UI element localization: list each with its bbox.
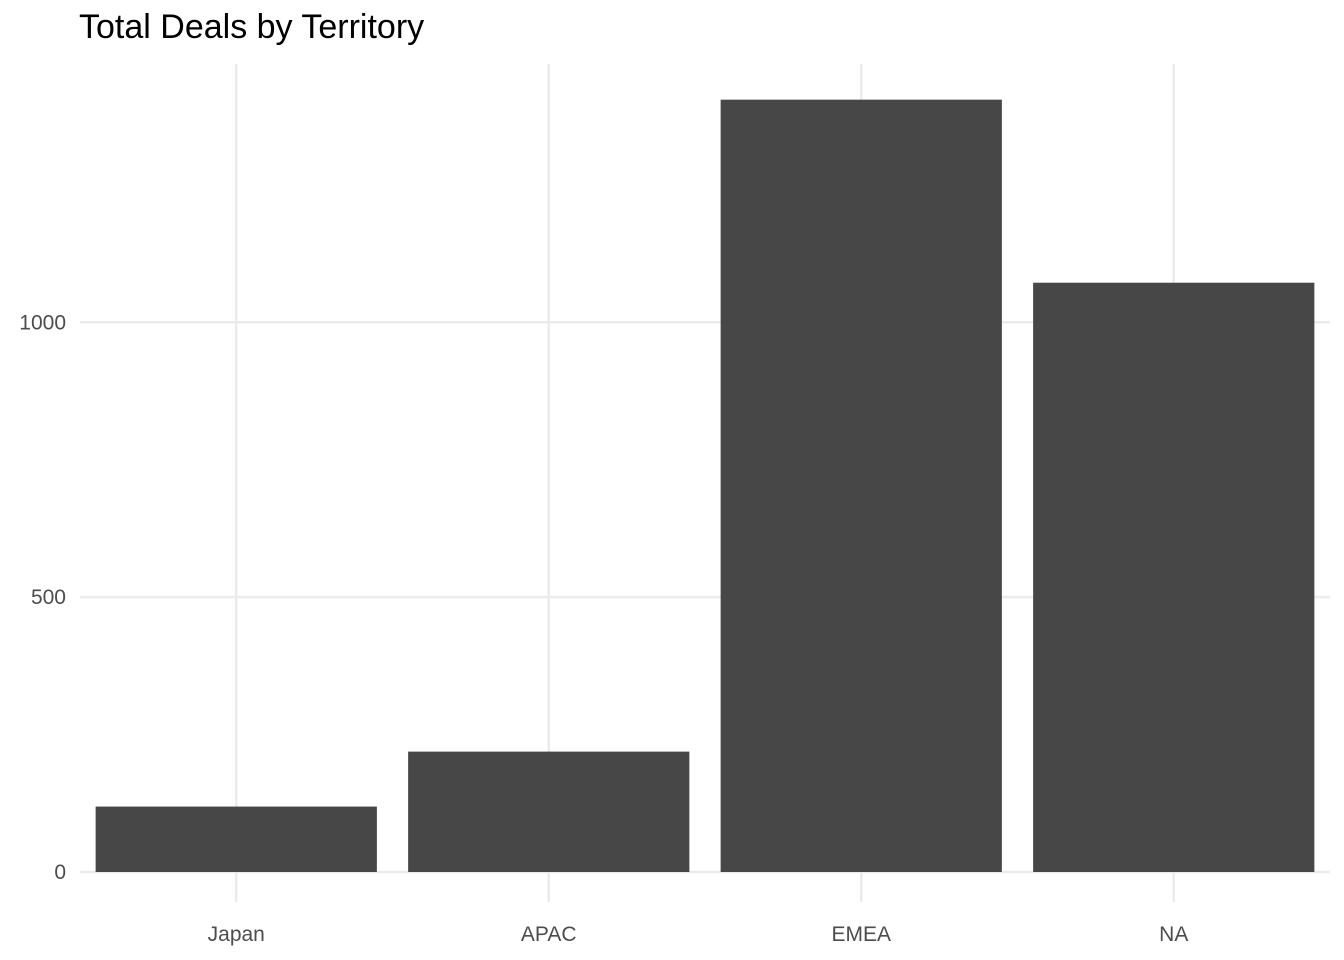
bar-na — [1033, 282, 1315, 873]
y-axis-tick-labels: 0 500 1000 — [19, 311, 66, 884]
x-tick-label: Japan — [208, 923, 265, 946]
y-tick-label: 0 — [54, 861, 66, 884]
x-tick-label: APAC — [521, 923, 577, 946]
y-tick-label: 500 — [31, 586, 66, 609]
bars — [95, 99, 1315, 873]
bar-emea — [720, 99, 1002, 872]
chart-title: Total Deals by Territory — [79, 8, 425, 46]
y-tick-label: 1000 — [19, 311, 66, 334]
x-tick-label: NA — [1159, 923, 1188, 946]
bar-japan — [95, 806, 377, 872]
bar-apac — [408, 751, 690, 872]
x-axis-tick-labels: Japan APAC EMEA NA — [208, 923, 1189, 946]
x-tick-label: EMEA — [831, 923, 891, 946]
